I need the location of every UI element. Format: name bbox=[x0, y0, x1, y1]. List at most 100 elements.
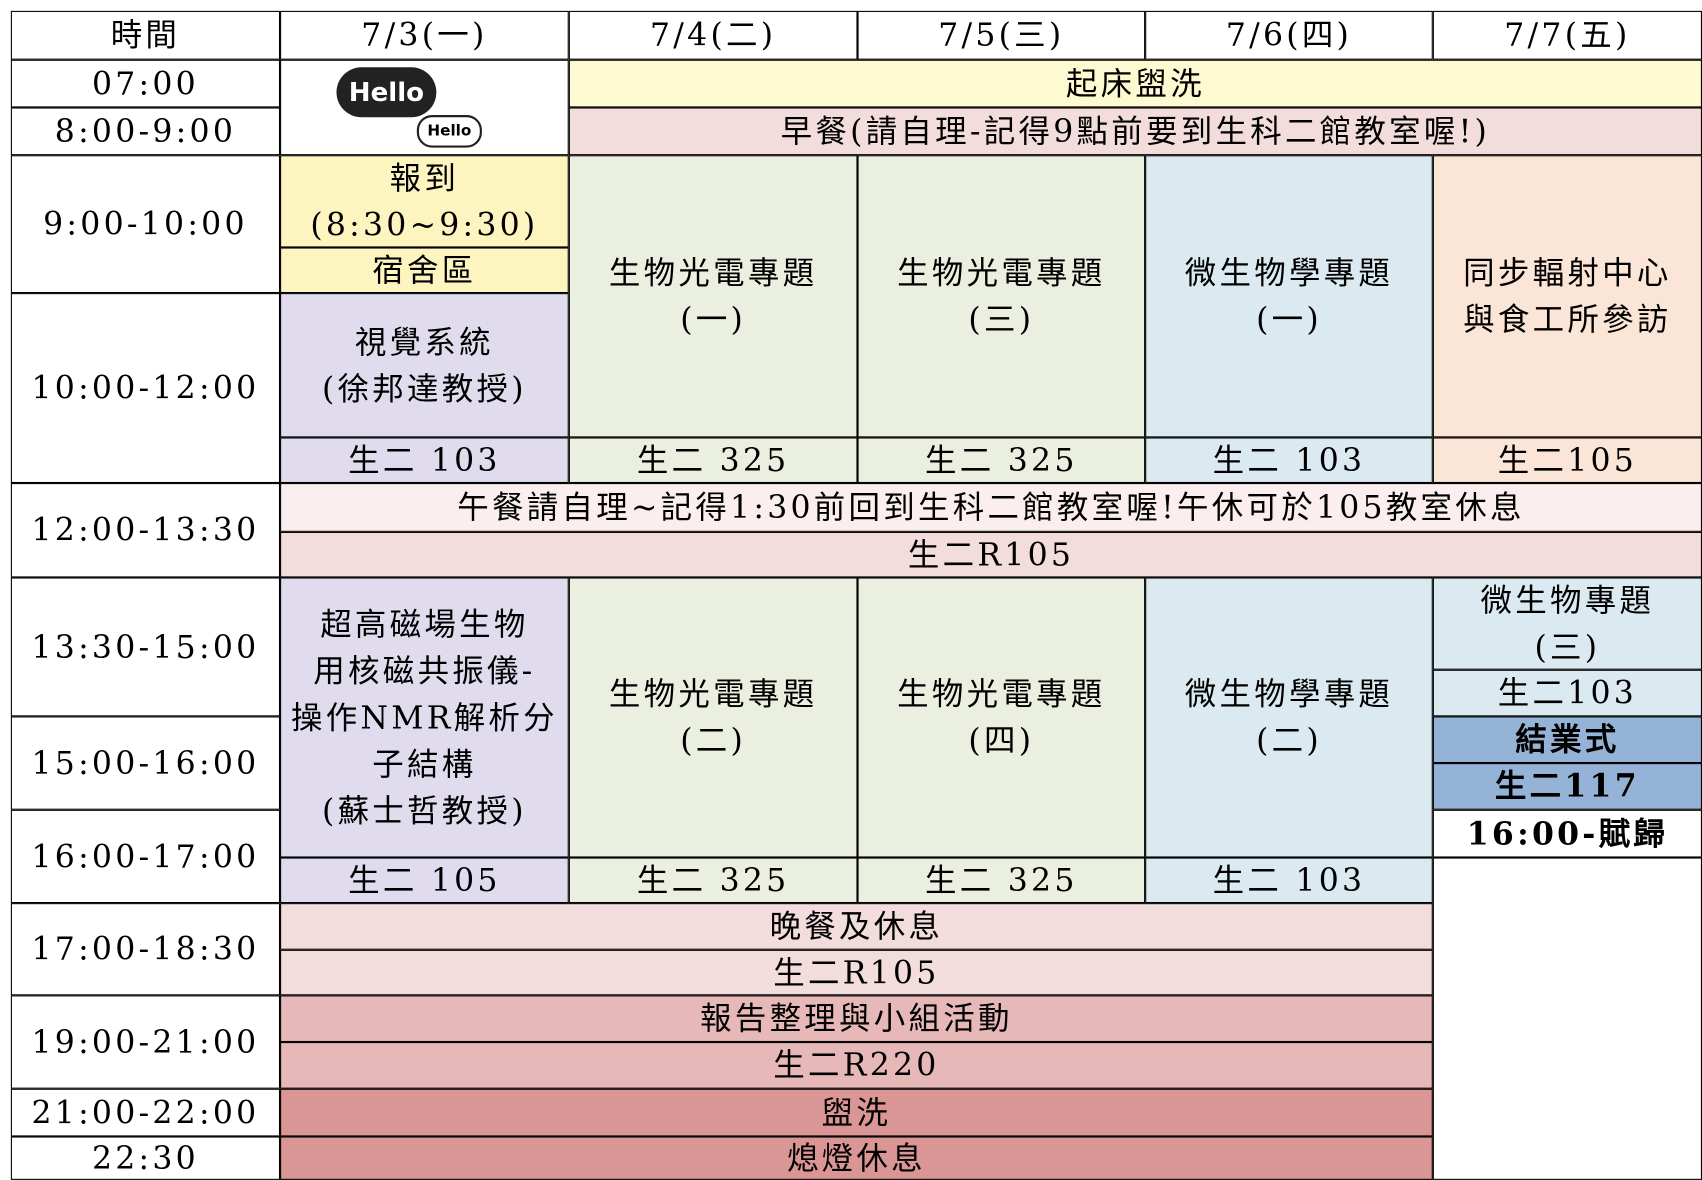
cell-text: 盥洗 bbox=[821, 1093, 892, 1131]
header-day: 7/5(三) bbox=[857, 10, 1146, 60]
cell-text: 7/5(三) bbox=[938, 16, 1065, 54]
cell-text: 22:30 bbox=[91, 1139, 199, 1177]
cell-text: 生二 325 bbox=[925, 441, 1078, 479]
schedule-block: 超高磁場生物 用核磁共振儀- 操作NMR解析分 子結構 (蘇士哲教授) bbox=[280, 577, 569, 858]
schedule-block: 生物光電專題 (二) bbox=[568, 577, 858, 858]
schedule-block: 生二 325 bbox=[568, 857, 858, 904]
schedule-block: 生物光電專題 (三) bbox=[857, 155, 1146, 438]
schedule-block: 報告整理與小組活動 bbox=[280, 995, 1433, 1043]
cell-text: 13:30-15:00 bbox=[31, 627, 260, 665]
hello-sticker: Hello bbox=[336, 67, 437, 118]
cell-text: 生二 325 bbox=[636, 861, 790, 899]
time-slot: 15:00-16:00 bbox=[10, 716, 281, 810]
schedule-block: 起床盥洗 bbox=[568, 59, 1702, 108]
time-slot: 13:30-15:00 bbox=[10, 577, 281, 717]
cell-text: 生物光電專題 bbox=[897, 675, 1106, 713]
hello-sticker: Hello bbox=[416, 115, 482, 148]
schedule-block: 微生物學專題 (一) bbox=[1145, 155, 1433, 438]
cell-text: 結業式 bbox=[1515, 720, 1620, 758]
time-slot: 19:00-21:00 bbox=[10, 995, 281, 1089]
cell-text: (二) bbox=[1256, 721, 1322, 759]
cell-text: (一) bbox=[1256, 300, 1322, 338]
cell-text: 生物光電專題 bbox=[608, 675, 818, 713]
schedule-block: 熄燈休息 bbox=[280, 1136, 1433, 1180]
cell-text: 10:00-12:00 bbox=[31, 369, 260, 406]
cell-text: (三) bbox=[968, 300, 1035, 338]
schedule-block: 報到 (8:30~9:30) bbox=[280, 155, 569, 248]
cell-text: 21:00-22:00 bbox=[31, 1093, 260, 1131]
cell-text: (二) bbox=[680, 721, 747, 759]
cell-text: 生二 103 bbox=[1212, 861, 1366, 899]
cell-text: 視覺系統 bbox=[354, 322, 494, 360]
cell-text: 7/7(五) bbox=[1504, 16, 1631, 54]
schedule-block: 生二 103 bbox=[280, 437, 569, 484]
cell-text: 微生物學專題 bbox=[1184, 253, 1394, 291]
cell-text: 生二 103 bbox=[348, 441, 501, 479]
schedule-block: 晚餐及休息 bbox=[280, 903, 1433, 950]
cell-text: (四) bbox=[968, 721, 1035, 759]
cell-text: 生二117 bbox=[1494, 767, 1640, 805]
cell-text: 與食工所參訪 bbox=[1463, 300, 1672, 338]
cell-text: 同步輻射中心 bbox=[1463, 253, 1672, 291]
schedule-block: 結業式 bbox=[1432, 716, 1702, 764]
schedule-block: 生二105 bbox=[1432, 437, 1702, 484]
cell-text: 生物光電專題 bbox=[608, 253, 818, 291]
cell-text: (蘇士哲教授) bbox=[322, 791, 527, 829]
header-day: 7/7(五) bbox=[1432, 10, 1702, 60]
schedule-block: 生二 325 bbox=[857, 857, 1146, 904]
cell-text: 起床盥洗 bbox=[1065, 64, 1205, 102]
cell-text: 15:00-16:00 bbox=[31, 744, 260, 781]
schedule-block: 生二R105 bbox=[280, 949, 1433, 996]
schedule-block: 生二R105 bbox=[280, 531, 1702, 578]
cell-text: 午餐請自理~記得1:30前回到生科二館教室喔!午休可於105教室休息 bbox=[457, 488, 1525, 526]
time-slot: 16:00-17:00 bbox=[10, 809, 281, 904]
cell-text: 生二103 bbox=[1497, 674, 1638, 711]
cell-text: 操作NMR解析分 bbox=[290, 698, 558, 736]
cell-text: 19:00-21:00 bbox=[31, 1023, 260, 1060]
header-day: 7/4(二) bbox=[568, 10, 858, 60]
cell-text: 9:00-10:00 bbox=[43, 205, 248, 243]
schedule-block: 早餐(請自理-記得9點前要到生科二館教室喔!) bbox=[568, 107, 1702, 156]
cell-text: 超高磁場生物 bbox=[320, 605, 529, 643]
cell-text: 07:00 bbox=[91, 64, 199, 102]
cell-text: 17:00-18:30 bbox=[31, 930, 260, 968]
cell-text: 宿舍區 bbox=[372, 251, 477, 289]
cell-text: 7/4(二) bbox=[650, 16, 777, 54]
cell-text: 時間 bbox=[110, 16, 181, 54]
cell-text: 生二R105 bbox=[773, 953, 940, 991]
schedule-block: 微生物專題 (三) bbox=[1432, 577, 1702, 670]
cell-text: 7/3(一) bbox=[361, 16, 488, 54]
schedule-block: 生二 325 bbox=[568, 437, 858, 484]
cell-text: 生二 103 bbox=[1212, 441, 1366, 479]
time-slot: 10:00-12:00 bbox=[10, 293, 281, 484]
schedule-block: 生二 103 bbox=[1145, 437, 1433, 484]
time-slot: 21:00-22:00 bbox=[10, 1088, 281, 1137]
schedule-block: 生物光電專題 (一) bbox=[568, 155, 858, 438]
schedule-block: 宿舍區 bbox=[280, 247, 569, 294]
cell-text: 生二R105 bbox=[907, 535, 1075, 573]
schedule-block: 生二 105 bbox=[280, 857, 569, 904]
schedule-block: 同步輻射中心 與食工所參訪 bbox=[1432, 155, 1702, 438]
cell-text: (8:30~9:30) bbox=[310, 205, 539, 243]
schedule-block: 盥洗 bbox=[280, 1088, 1433, 1137]
header-day: 7/6(四) bbox=[1145, 10, 1433, 60]
cell-text: 生二 325 bbox=[925, 861, 1078, 899]
cell-text: 微生物專題 bbox=[1480, 581, 1655, 619]
cell-text: 子結構 bbox=[372, 745, 477, 783]
cell-text: (徐邦達教授) bbox=[322, 369, 527, 407]
cell-text: 8:00-9:00 bbox=[54, 112, 237, 150]
cell-text: 生物光電專題 bbox=[897, 253, 1106, 291]
cell-text: 生二R220 bbox=[773, 1046, 940, 1084]
blank-cell bbox=[1432, 857, 1702, 1180]
schedule-block: 微生物學專題 (二) bbox=[1145, 577, 1433, 858]
cell-text: 熄燈休息 bbox=[786, 1139, 926, 1177]
time-slot: 17:00-18:30 bbox=[10, 903, 281, 996]
schedule-block: 生二 103 bbox=[1145, 857, 1433, 904]
cell-text: (一) bbox=[680, 300, 747, 338]
time-slot: 8:00-9:00 bbox=[10, 107, 281, 156]
cell-text: 早餐(請自理-記得9點前要到生科二館教室喔!) bbox=[780, 112, 1491, 150]
schedule-block: 視覺系統 (徐邦達教授) bbox=[280, 293, 569, 438]
cell-text: 生二 325 bbox=[636, 441, 790, 479]
